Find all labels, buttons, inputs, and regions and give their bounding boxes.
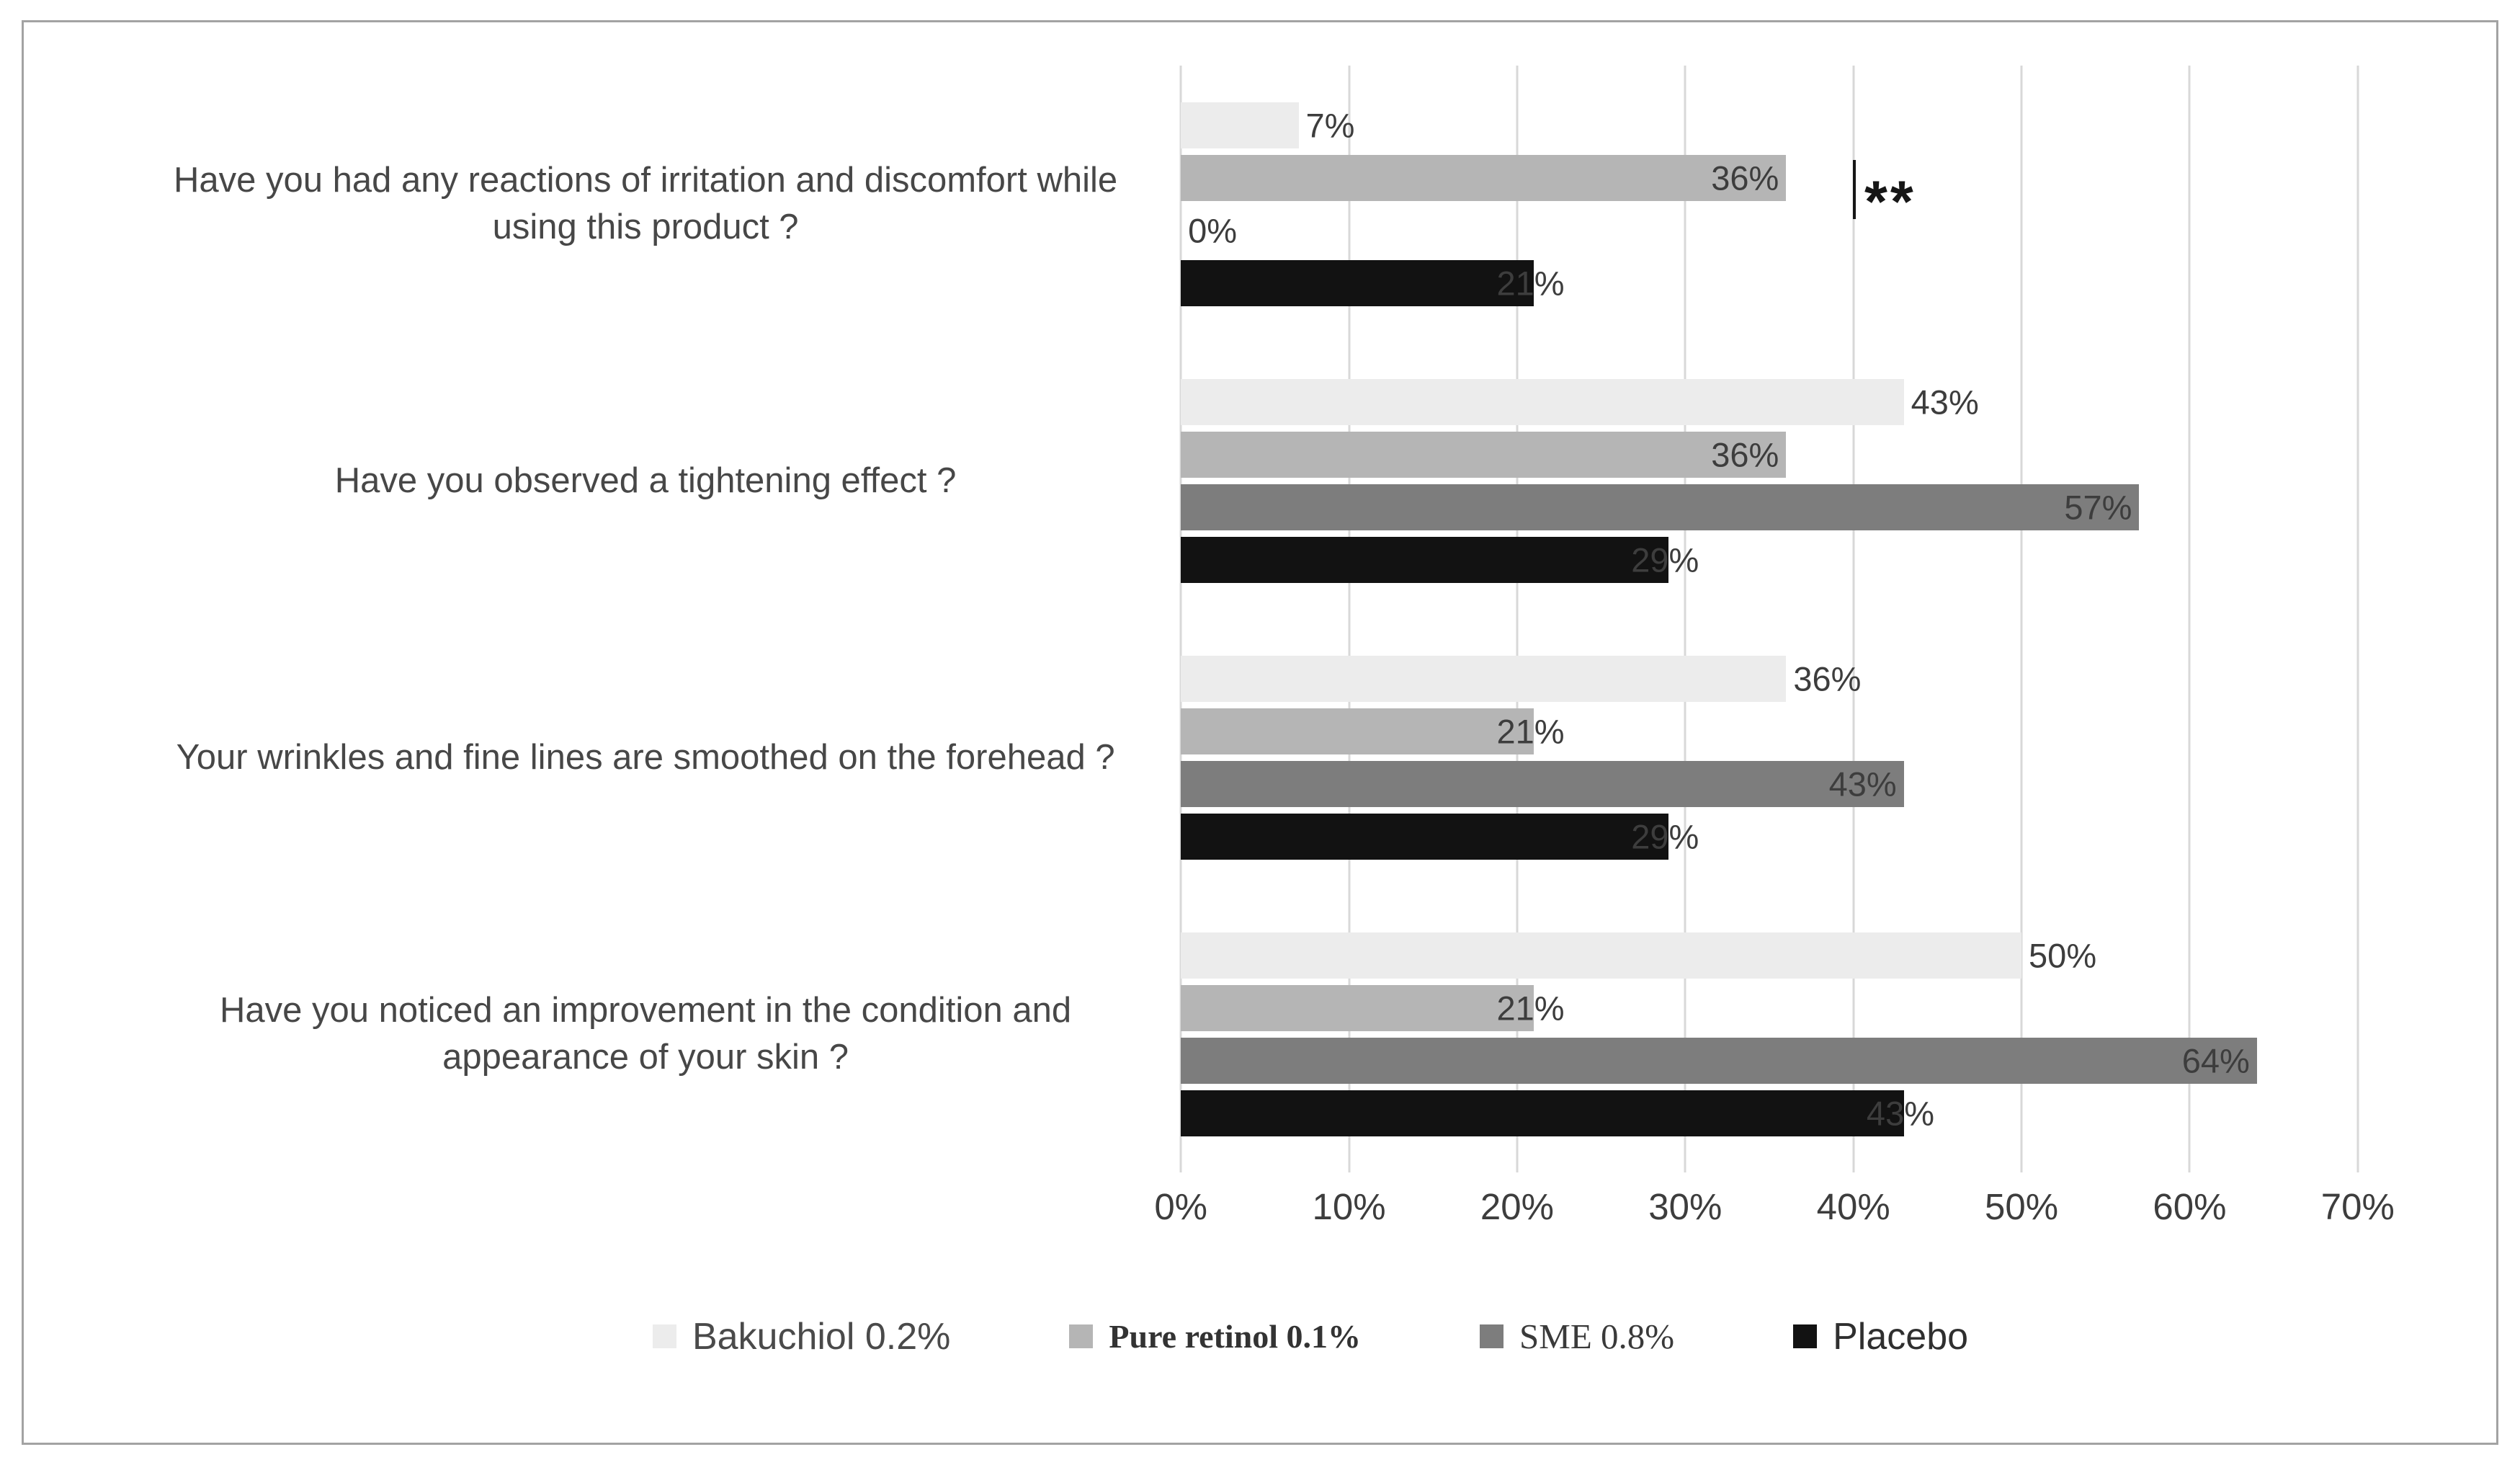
bar xyxy=(1181,102,1299,148)
bar xyxy=(1181,655,1787,702)
value-label: 21% xyxy=(1496,989,1565,1027)
value-label: 21% xyxy=(1496,712,1565,750)
bar-group: 36% 21% 43% 29% xyxy=(1181,619,2358,896)
bar xyxy=(1181,760,1904,807)
bar-row: 36% xyxy=(1181,151,2358,204)
legend-label: SME 0.8% xyxy=(1519,1317,1675,1356)
bar-row: 29% xyxy=(1181,533,2358,586)
bar xyxy=(1181,984,1534,1031)
category-label: Your wrinkles and fine lines are smoothe… xyxy=(176,737,1115,777)
bar xyxy=(1181,154,1787,201)
chart-area: Have you had any reactions of irritation… xyxy=(24,66,2496,1172)
x-axis: 0% 10% 20% 30% 40% 50% 60% 70% xyxy=(1154,1172,2395,1255)
plot-area: ** 7% 36% 0% 21% 43% 36% 57% 29% 36% 21% 43% 29% 50%… xyxy=(1179,66,2359,1172)
bar-row: 57% xyxy=(1181,481,2358,533)
legend-item: SME 0.8% xyxy=(1480,1316,1674,1357)
value-label: 43% xyxy=(1911,383,1979,421)
x-axis-tick: 10% xyxy=(1312,1186,1386,1227)
x-axis-tick: 0% xyxy=(1154,1186,1208,1227)
x-axis-tick: 50% xyxy=(1985,1186,2059,1227)
gridline xyxy=(1348,66,1351,1172)
value-label: 7% xyxy=(1305,106,1355,144)
significance-asterisks: ** xyxy=(1864,169,1916,235)
bar-row: 0% xyxy=(1181,204,2358,257)
bar xyxy=(1181,813,1668,860)
bar-row: 36% xyxy=(1181,428,2358,481)
bar-row: 21% xyxy=(1181,257,2358,309)
bar xyxy=(1181,431,1787,478)
legend-label: Pure retinol 0.1% xyxy=(1109,1318,1362,1355)
value-label: 36% xyxy=(1711,435,1779,473)
bar-group: 50% 21% 64% 43% xyxy=(1181,896,2358,1172)
value-label: 57% xyxy=(2064,488,2132,526)
bar xyxy=(1181,708,1534,754)
legend-item: Placebo xyxy=(1793,1315,1968,1358)
value-label: 29% xyxy=(1631,817,1699,855)
gridline xyxy=(1852,66,1855,1172)
legend-item: Pure retinol 0.1% xyxy=(1069,1317,1361,1355)
legend-swatch xyxy=(1069,1324,1094,1348)
value-label: 50% xyxy=(2029,936,2097,974)
gridline xyxy=(1516,66,1519,1172)
bar xyxy=(1181,536,1668,583)
bar-row: 43% xyxy=(1181,375,2358,428)
category-label: Have you observed a tightening effect ? xyxy=(334,460,957,500)
bar-row: 29% xyxy=(1181,810,2358,863)
significance-annotation: ** xyxy=(1852,160,1916,235)
x-axis-tick: 30% xyxy=(1648,1186,1723,1227)
bar-row: 43% xyxy=(1181,1087,2358,1139)
gridline xyxy=(2356,66,2359,1172)
category-label: Have you had any reactions of irritation… xyxy=(174,161,1118,246)
bar xyxy=(1181,1037,2257,1084)
legend-label: Bakuchiol 0.2% xyxy=(692,1315,951,1358)
bar-row: 43% xyxy=(1181,757,2358,810)
bar xyxy=(1181,932,2022,979)
x-axis-tick: 60% xyxy=(2153,1186,2227,1227)
value-label: 29% xyxy=(1631,540,1699,579)
plot-right-padding xyxy=(2358,66,2496,1172)
gridline xyxy=(2020,66,2023,1172)
bar xyxy=(1181,484,2140,530)
chart-frame: Have you had any reactions of irritation… xyxy=(22,20,2498,1445)
value-label: 36% xyxy=(1793,659,1862,698)
bar-group: 7% 36% 0% 21% xyxy=(1181,66,2358,342)
gridline xyxy=(1179,66,1182,1172)
value-label: 64% xyxy=(2181,1041,2250,1079)
legend-label: Placebo xyxy=(1833,1315,1969,1358)
category-label: Have you noticed an improvement in the c… xyxy=(219,991,1072,1077)
x-axis-tick: 70% xyxy=(2320,1186,2395,1227)
value-label: 43% xyxy=(1866,1094,1935,1132)
x-axis-tick: 40% xyxy=(1816,1186,1890,1227)
value-label: 21% xyxy=(1496,264,1565,302)
x-axis-tick: 20% xyxy=(1480,1186,1554,1227)
bar xyxy=(1181,259,1534,306)
bar-row: 7% xyxy=(1181,99,2358,151)
legend-swatch xyxy=(652,1324,676,1348)
bar-row: 21% xyxy=(1181,981,2358,1034)
bar-group: 43% 36% 57% 29% xyxy=(1181,342,2358,619)
gridline xyxy=(2188,66,2191,1172)
bar-row: 64% xyxy=(1181,1034,2358,1087)
bar xyxy=(1181,1090,1904,1136)
value-label: 0% xyxy=(1188,211,1238,249)
bar-row: 21% xyxy=(1181,705,2358,757)
category-axis: Have you had any reactions of irritation… xyxy=(24,66,1181,1172)
value-label: 43% xyxy=(1828,765,1897,803)
gridline xyxy=(1684,66,1686,1172)
bar xyxy=(1181,378,1904,425)
bar-row: 36% xyxy=(1181,652,2358,705)
legend-item: Bakuchiol 0.2% xyxy=(652,1315,951,1358)
value-label: 36% xyxy=(1711,159,1779,197)
legend-swatch xyxy=(1480,1324,1504,1348)
legend-swatch xyxy=(1793,1324,1818,1348)
significance-line xyxy=(1852,160,1856,220)
legend: Bakuchiol 0.2% Pure retinol 0.1% SME 0.8% P… xyxy=(24,1255,2496,1417)
bar-row: 50% xyxy=(1181,929,2358,981)
